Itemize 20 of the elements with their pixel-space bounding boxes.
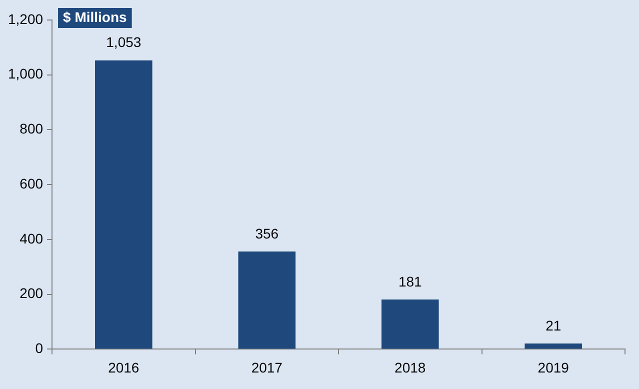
bar: [381, 300, 439, 349]
y-tick-label: 400: [20, 230, 44, 246]
data-label: 21: [546, 317, 562, 334]
x-tick-label: 2016: [108, 359, 140, 376]
y-tick-label: 1,000: [8, 66, 44, 82]
data-label: 1,053: [106, 34, 142, 50]
y-tick-label: 0: [35, 340, 44, 356]
y-tick-label: 200: [20, 285, 44, 302]
y-axis-title: $ Millions: [63, 8, 128, 25]
data-label: 181: [398, 273, 422, 290]
y-tick-label: 600: [20, 175, 44, 192]
y-tick-label: 1,200: [8, 10, 44, 27]
x-tick-label: 2019: [538, 359, 570, 376]
y-tick-label: 800: [20, 120, 44, 137]
bar: [524, 343, 582, 349]
bar: [95, 60, 152, 349]
x-tick-label: 2017: [251, 359, 283, 376]
bar: [238, 252, 296, 349]
x-tick-label: 2018: [394, 359, 426, 376]
data-label: 356: [255, 225, 279, 242]
